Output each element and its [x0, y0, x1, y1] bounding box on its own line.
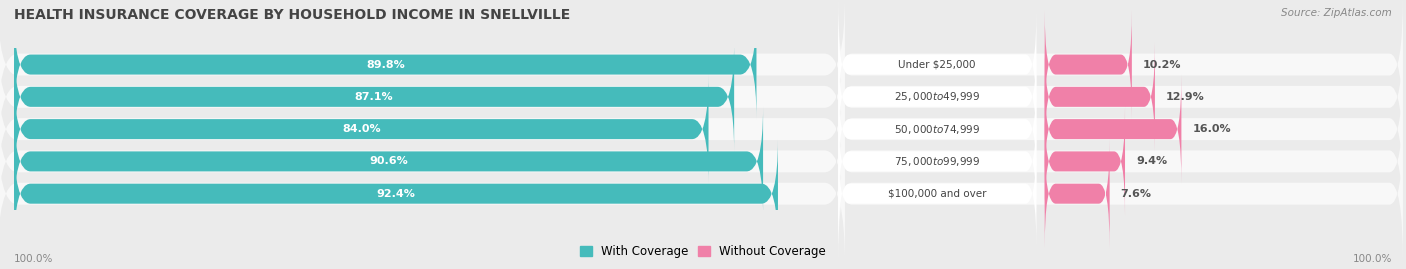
- FancyBboxPatch shape: [1045, 75, 1181, 184]
- FancyBboxPatch shape: [1045, 10, 1132, 119]
- FancyBboxPatch shape: [14, 107, 763, 216]
- Text: 7.6%: 7.6%: [1121, 189, 1152, 199]
- Text: Under $25,000: Under $25,000: [898, 59, 976, 70]
- FancyBboxPatch shape: [0, 124, 845, 263]
- FancyBboxPatch shape: [838, 75, 1036, 184]
- Text: 100.0%: 100.0%: [14, 254, 53, 264]
- Text: 84.0%: 84.0%: [342, 124, 381, 134]
- Text: 87.1%: 87.1%: [354, 92, 394, 102]
- FancyBboxPatch shape: [1045, 107, 1125, 216]
- FancyBboxPatch shape: [0, 59, 845, 199]
- Text: 89.8%: 89.8%: [366, 59, 405, 70]
- Text: 9.4%: 9.4%: [1136, 156, 1167, 167]
- FancyBboxPatch shape: [838, 92, 1403, 231]
- FancyBboxPatch shape: [838, 42, 1036, 151]
- Text: $100,000 and over: $100,000 and over: [889, 189, 987, 199]
- Text: 92.4%: 92.4%: [377, 189, 415, 199]
- FancyBboxPatch shape: [0, 27, 845, 167]
- Legend: With Coverage, Without Coverage: With Coverage, Without Coverage: [575, 241, 831, 263]
- FancyBboxPatch shape: [838, 124, 1403, 263]
- FancyBboxPatch shape: [838, 10, 1036, 119]
- FancyBboxPatch shape: [838, 59, 1403, 199]
- Text: $50,000 to $74,999: $50,000 to $74,999: [894, 123, 980, 136]
- FancyBboxPatch shape: [14, 42, 734, 151]
- Text: 16.0%: 16.0%: [1192, 124, 1232, 134]
- Text: 12.9%: 12.9%: [1166, 92, 1205, 102]
- FancyBboxPatch shape: [1045, 139, 1109, 248]
- Text: HEALTH INSURANCE COVERAGE BY HOUSEHOLD INCOME IN SNELLVILLE: HEALTH INSURANCE COVERAGE BY HOUSEHOLD I…: [14, 8, 571, 22]
- FancyBboxPatch shape: [0, 0, 845, 134]
- FancyBboxPatch shape: [14, 10, 756, 119]
- Text: $75,000 to $99,999: $75,000 to $99,999: [894, 155, 980, 168]
- FancyBboxPatch shape: [1045, 42, 1154, 151]
- Text: Source: ZipAtlas.com: Source: ZipAtlas.com: [1281, 8, 1392, 18]
- FancyBboxPatch shape: [14, 139, 778, 248]
- FancyBboxPatch shape: [0, 92, 845, 231]
- Text: 90.6%: 90.6%: [370, 156, 408, 167]
- FancyBboxPatch shape: [838, 27, 1403, 167]
- FancyBboxPatch shape: [14, 75, 709, 184]
- Text: 100.0%: 100.0%: [1353, 254, 1392, 264]
- Text: 10.2%: 10.2%: [1143, 59, 1181, 70]
- FancyBboxPatch shape: [838, 107, 1036, 216]
- Text: $25,000 to $49,999: $25,000 to $49,999: [894, 90, 980, 103]
- FancyBboxPatch shape: [838, 139, 1036, 248]
- FancyBboxPatch shape: [838, 0, 1403, 134]
